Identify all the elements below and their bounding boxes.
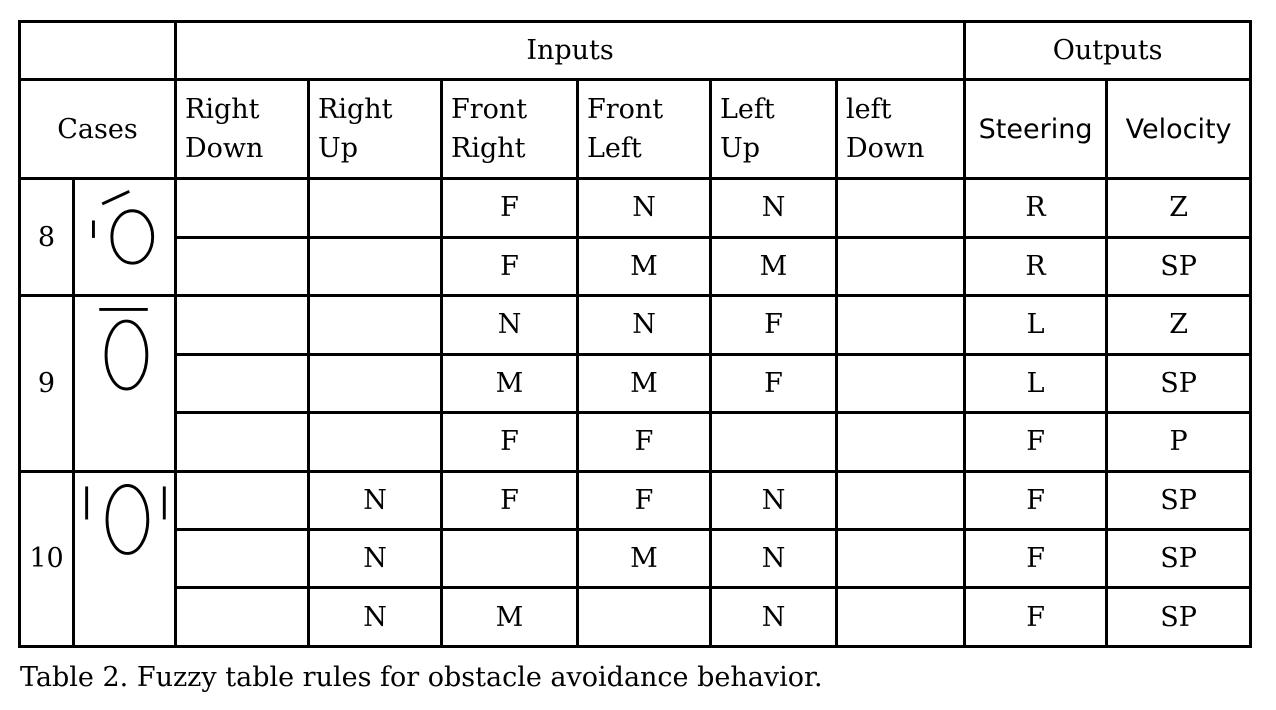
table-cell: N: [709, 527, 838, 590]
table-cell: [307, 235, 443, 298]
table-row: N M N F SP: [20, 527, 1253, 590]
table-cell: M: [576, 235, 712, 298]
case-number: 8: [18, 177, 75, 298]
table-cell: [174, 411, 310, 473]
velocity-cell: SP: [1105, 527, 1253, 590]
outputs-header: Outputs: [963, 19, 1253, 82]
table-cell: [834, 469, 967, 531]
inputs-header: Inputs: [173, 19, 967, 82]
table-cell: N: [709, 177, 838, 239]
table-cell: F: [709, 294, 838, 356]
table-caption: Table 2. Fuzzy table rules for obstacle …: [20, 662, 823, 693]
steering-cell: L: [963, 352, 1109, 415]
table-cell: [174, 469, 310, 531]
table-cell: [440, 527, 579, 590]
table-cell: M: [440, 352, 579, 415]
col-front-right-header: Front Right: [440, 78, 579, 181]
table-cell: [174, 586, 310, 648]
table-cell: [834, 586, 967, 648]
table-cell: [834, 411, 967, 473]
obstacle-both-sides-icon: [72, 469, 177, 648]
table-cell: M: [440, 586, 579, 648]
table-row: N M N F SP: [20, 586, 1253, 648]
table-cell: [174, 235, 310, 298]
table-cell: [174, 177, 310, 239]
steering-cell: R: [963, 177, 1109, 239]
steering-cell: F: [963, 586, 1109, 648]
table-cell: F: [440, 411, 579, 473]
velocity-cell: SP: [1105, 235, 1253, 298]
blank-corner-cell: [18, 19, 177, 82]
table-cell: F: [440, 469, 579, 531]
fuzzy-rules-table: Inputs Outputs Cases Right Down Right Up F…: [18, 19, 1253, 648]
velocity-cell: P: [1105, 411, 1253, 473]
table-row: 10 N F F N F SP: [18, 469, 1253, 648]
steering-cell: F: [963, 411, 1109, 473]
velocity-header: Velocity: [1105, 78, 1253, 181]
table-cell: N: [576, 294, 712, 356]
table-cell: [576, 586, 712, 648]
table-cell: M: [576, 527, 712, 590]
col-left-up-header: Left Up: [709, 78, 838, 181]
col-left-down-header: left Down: [834, 78, 967, 181]
cases-header: Cases: [18, 78, 177, 181]
header-row-columns: Cases Right Down Right Up Front Right Front…: [18, 78, 1253, 181]
table-cell: [834, 177, 967, 239]
table-cell: [834, 235, 967, 298]
velocity-cell: Z: [1105, 177, 1253, 239]
obstacle-front-icon: [72, 294, 177, 473]
col-right-down-header: Right Down: [174, 78, 310, 181]
table-row: 8 F N N R Z: [18, 177, 1253, 298]
velocity-cell: SP: [1105, 352, 1253, 415]
table-cell: F: [440, 177, 579, 239]
table-cell: N: [307, 586, 443, 648]
header-row-groups: Inputs Outputs: [18, 19, 1253, 82]
table-cell: [834, 294, 967, 356]
table-cell: [174, 352, 310, 415]
table-cell: [307, 352, 443, 415]
velocity-cell: SP: [1105, 586, 1253, 648]
table-cell: N: [576, 177, 712, 239]
steering-cell: R: [963, 235, 1109, 298]
table-cell: N: [709, 469, 838, 531]
table-row: 9 N N F L Z: [18, 294, 1253, 473]
case-number: 10: [18, 469, 75, 648]
table-cell: [709, 411, 838, 473]
table-cell: [307, 177, 443, 239]
velocity-cell: SP: [1105, 469, 1253, 531]
table-cell: F: [440, 235, 579, 298]
table-cell: F: [576, 411, 712, 473]
velocity-cell: Z: [1105, 294, 1253, 356]
table-cell: [307, 294, 443, 356]
table-cell: N: [307, 527, 443, 590]
table-cell: [834, 352, 967, 415]
table-cell: F: [709, 352, 838, 415]
table-row: F F F P: [20, 411, 1253, 473]
steering-cell: F: [963, 469, 1109, 531]
col-right-up-header: Right Up: [307, 78, 443, 181]
table-cell: N: [307, 469, 443, 531]
steering-cell: F: [963, 527, 1109, 590]
table-cell: N: [440, 294, 579, 356]
table-cell: [174, 527, 310, 590]
table-cell: M: [576, 352, 712, 415]
case-number: 9: [18, 294, 75, 473]
col-front-left-header: Front Left: [576, 78, 712, 181]
table-cell: [834, 527, 967, 590]
steering-header: Steering: [963, 78, 1109, 181]
table-cell: N: [709, 586, 838, 648]
table-row: M M F L SP: [20, 352, 1253, 415]
table-cell: [174, 294, 310, 356]
obstacle-front-and-left-icon: [72, 177, 177, 298]
table-cell: M: [709, 235, 838, 298]
steering-cell: L: [963, 294, 1109, 356]
table-cell: F: [576, 469, 712, 531]
table-row: F M M R SP: [20, 235, 1253, 298]
table-cell: [307, 411, 443, 473]
